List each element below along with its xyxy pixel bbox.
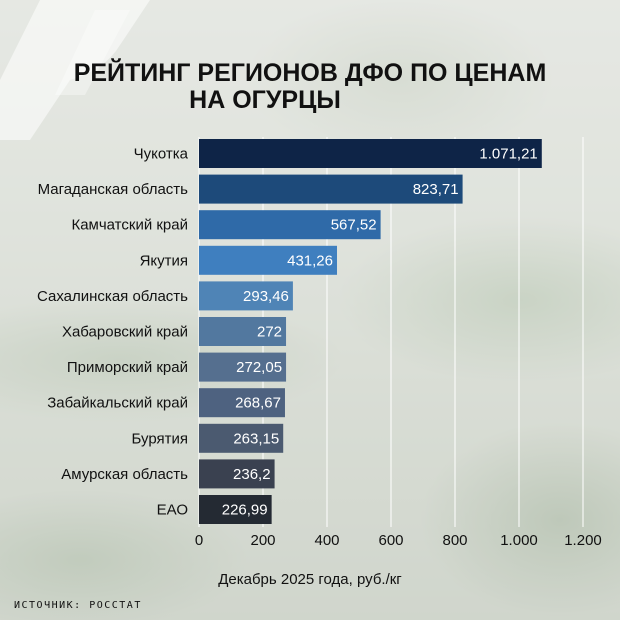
chart-title: РЕЙТИНГ РЕГИОНОВ ДФО ПО ЦЕНАМ НА ОГУРЦЫ — [0, 60, 620, 114]
bar — [199, 245, 338, 275]
category-label: ЕАО — [157, 502, 188, 519]
bar — [199, 210, 381, 240]
x-tick-label: 600 — [378, 532, 403, 549]
category-label: Магаданская область — [38, 181, 189, 198]
x-tick-label: 800 — [442, 532, 467, 549]
bar — [199, 423, 284, 453]
category-label: Хабаровский край — [62, 324, 188, 341]
brand-logo-shape — [0, 0, 150, 140]
bar-chart: Чукотка Магаданская область Камчатский кра… — [37, 137, 602, 549]
value-labels: 1.071,21 823,71 567,52 431,26 293,46 272 272,0… — [222, 146, 538, 519]
bar — [199, 459, 275, 489]
bar — [199, 174, 463, 204]
value-label: 293,46 — [243, 288, 289, 305]
x-tick-label: 200 — [250, 532, 275, 549]
category-label: Якутия — [140, 252, 188, 269]
x-tick-label: 1.200 — [564, 532, 602, 549]
category-labels: Чукотка Магаданская область Камчатский кра… — [37, 146, 189, 519]
value-label: 272,05 — [236, 359, 282, 376]
bar — [199, 352, 287, 382]
value-label: 272 — [257, 324, 282, 341]
x-tick-labels: 0 200 400 600 800 1.000 1.200 — [195, 532, 602, 549]
category-label: Бурятия — [131, 430, 188, 447]
x-tick-label: 400 — [314, 532, 339, 549]
value-label: 268,67 — [235, 395, 281, 412]
category-label: Забайкальский край — [47, 395, 188, 412]
bar — [199, 139, 542, 168]
bar — [199, 281, 293, 311]
value-label: 1.071,21 — [479, 146, 537, 163]
value-label: 823,71 — [413, 181, 459, 198]
bar — [199, 388, 285, 418]
category-label: Амурская область — [61, 466, 188, 483]
category-label: Сахалинская область — [37, 288, 188, 305]
x-tick-label: 0 — [195, 532, 203, 549]
category-label: Чукотка — [134, 146, 189, 163]
value-label: 431,26 — [287, 252, 333, 269]
value-label: 263,15 — [233, 430, 279, 447]
category-label: Камчатский край — [71, 217, 188, 234]
chart-title-line1: РЕЙТИНГ РЕГИОНОВ ДФО ПО ЦЕНАМ — [73, 59, 547, 87]
category-label: Приморский край — [67, 359, 188, 376]
value-label: 567,52 — [331, 217, 377, 234]
bar — [199, 495, 272, 524]
x-tick-label: 1.000 — [500, 532, 538, 549]
bar — [199, 317, 287, 346]
bars — [199, 139, 542, 524]
value-label: 236,2 — [233, 466, 271, 483]
x-axis-label: Декабрь 2025 года, руб./кг — [218, 571, 402, 588]
source-note: ИСТОЧНИК: РОССТАТ — [14, 600, 142, 611]
chart-title-line2: НА ОГУРЦЫ — [189, 86, 341, 114]
value-label: 226,99 — [222, 502, 268, 519]
